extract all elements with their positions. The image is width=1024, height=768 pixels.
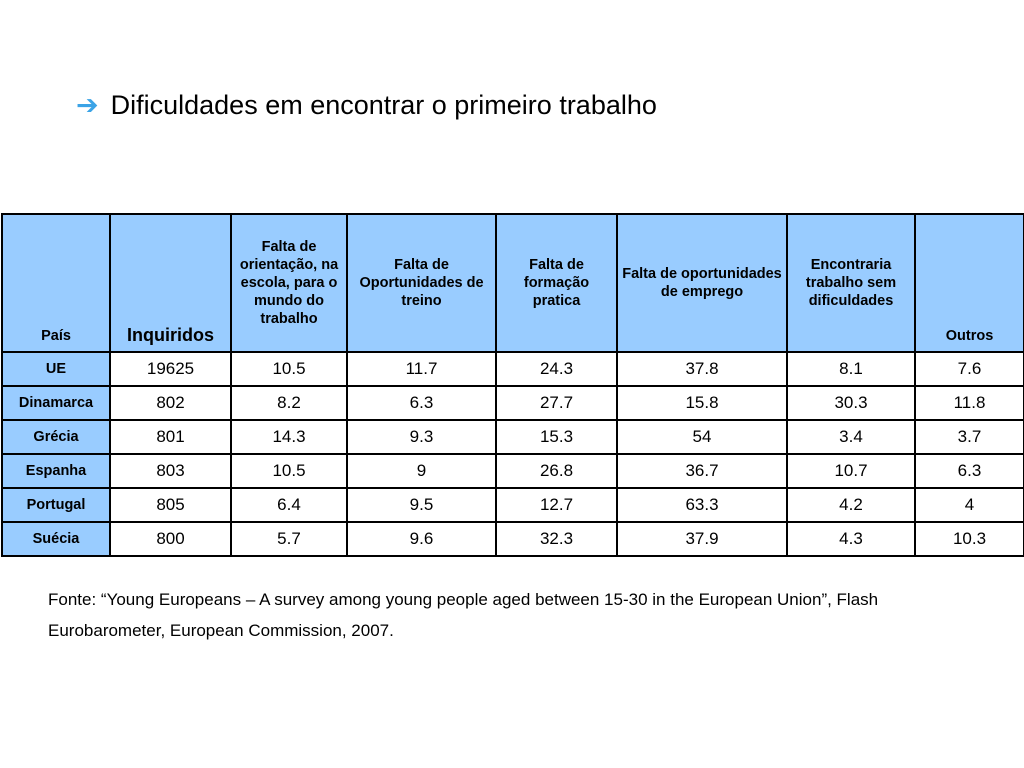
page-title: Dificuldades em encontrar o primeiro tra… bbox=[110, 90, 657, 120]
value-cell: 8.2 bbox=[230, 385, 348, 421]
table-row: UE 19625 10.5 11.7 24.3 37.8 8.1 7.6 bbox=[1, 351, 1024, 387]
value-cell: 12.7 bbox=[495, 487, 618, 523]
value-cell: 15.8 bbox=[616, 385, 788, 421]
value-cell: 11.7 bbox=[346, 351, 497, 387]
value-cell: 800 bbox=[109, 521, 232, 557]
value-cell: 805 bbox=[109, 487, 232, 523]
value-cell: 801 bbox=[109, 419, 232, 455]
country-cell: Espanha bbox=[1, 453, 111, 489]
value-cell: 4.2 bbox=[786, 487, 916, 523]
value-cell: 5.7 bbox=[230, 521, 348, 557]
header-falta-orientacao: Falta de orientação, na escola, para o m… bbox=[230, 213, 348, 353]
source-citation: Fonte: “Young Europeans – A survey among… bbox=[48, 590, 879, 640]
country-cell: Dinamarca bbox=[1, 385, 111, 421]
value-cell: 4.3 bbox=[786, 521, 916, 557]
header-pais: País bbox=[1, 213, 111, 353]
value-cell: 9.3 bbox=[346, 419, 497, 455]
value-cell: 15.3 bbox=[495, 419, 618, 455]
value-cell: 4 bbox=[914, 487, 1024, 523]
value-cell: 10.7 bbox=[786, 453, 916, 489]
value-cell: 10.5 bbox=[230, 453, 348, 489]
table-row: Espanha 803 10.5 9 26.8 36.7 10.7 6.3 bbox=[1, 453, 1024, 489]
value-cell: 6.3 bbox=[346, 385, 497, 421]
value-cell: 11.8 bbox=[914, 385, 1024, 421]
value-cell: 3.7 bbox=[914, 419, 1024, 455]
value-cell: 803 bbox=[109, 453, 232, 489]
value-cell: 37.9 bbox=[616, 521, 788, 557]
value-cell: 10.3 bbox=[914, 521, 1024, 557]
value-cell: 7.6 bbox=[914, 351, 1024, 387]
table-row: Grécia 801 14.3 9.3 15.3 54 3.4 3.7 bbox=[1, 419, 1024, 455]
header-falta-oportunidades-emprego: Falta de oportunidades de emprego bbox=[616, 213, 788, 353]
table-row: Suécia 800 5.7 9.6 32.3 37.9 4.3 10.3 bbox=[1, 521, 1024, 557]
value-cell: 19625 bbox=[109, 351, 232, 387]
survey-table: País Inquiridos Falta de orientação, na … bbox=[1, 213, 1024, 557]
value-cell: 8.1 bbox=[786, 351, 916, 387]
country-cell: UE bbox=[1, 351, 111, 387]
value-cell: 9.5 bbox=[346, 487, 497, 523]
value-cell: 10.5 bbox=[230, 351, 348, 387]
header-falta-formacao: Falta de formação pratica bbox=[495, 213, 618, 353]
value-cell: 802 bbox=[109, 385, 232, 421]
header-falta-oportunidades-treino: Falta de Oportunidades de treino bbox=[346, 213, 497, 353]
value-cell: 24.3 bbox=[495, 351, 618, 387]
value-cell: 32.3 bbox=[495, 521, 618, 557]
table-row: Dinamarca 802 8.2 6.3 27.7 15.8 30.3 11.… bbox=[1, 385, 1024, 421]
value-cell: 9.6 bbox=[346, 521, 497, 557]
country-cell: Portugal bbox=[1, 487, 111, 523]
value-cell: 3.4 bbox=[786, 419, 916, 455]
value-cell: 63.3 bbox=[616, 487, 788, 523]
value-cell: 37.8 bbox=[616, 351, 788, 387]
slide-heading: ➔ Dificuldades em encontrar o primeiro t… bbox=[76, 90, 657, 121]
value-cell: 6.4 bbox=[230, 487, 348, 523]
value-cell: 14.3 bbox=[230, 419, 348, 455]
arrow-right-icon: ➔ bbox=[76, 90, 99, 121]
value-cell: 6.3 bbox=[914, 453, 1024, 489]
header-inquiridos: Inquiridos bbox=[109, 213, 232, 353]
value-cell: 30.3 bbox=[786, 385, 916, 421]
header-encontraria-trabalho: Encontraria trabalho sem dificuldades bbox=[786, 213, 916, 353]
country-cell: Suécia bbox=[1, 521, 111, 557]
value-cell: 27.7 bbox=[495, 385, 618, 421]
value-cell: 54 bbox=[616, 419, 788, 455]
value-cell: 36.7 bbox=[616, 453, 788, 489]
table-row: Portugal 805 6.4 9.5 12.7 63.3 4.2 4 bbox=[1, 487, 1024, 523]
table-header-row: País Inquiridos Falta de orientação, na … bbox=[1, 213, 1024, 353]
header-outros: Outros bbox=[914, 213, 1024, 353]
value-cell: 26.8 bbox=[495, 453, 618, 489]
country-cell: Grécia bbox=[1, 419, 111, 455]
value-cell: 9 bbox=[346, 453, 497, 489]
